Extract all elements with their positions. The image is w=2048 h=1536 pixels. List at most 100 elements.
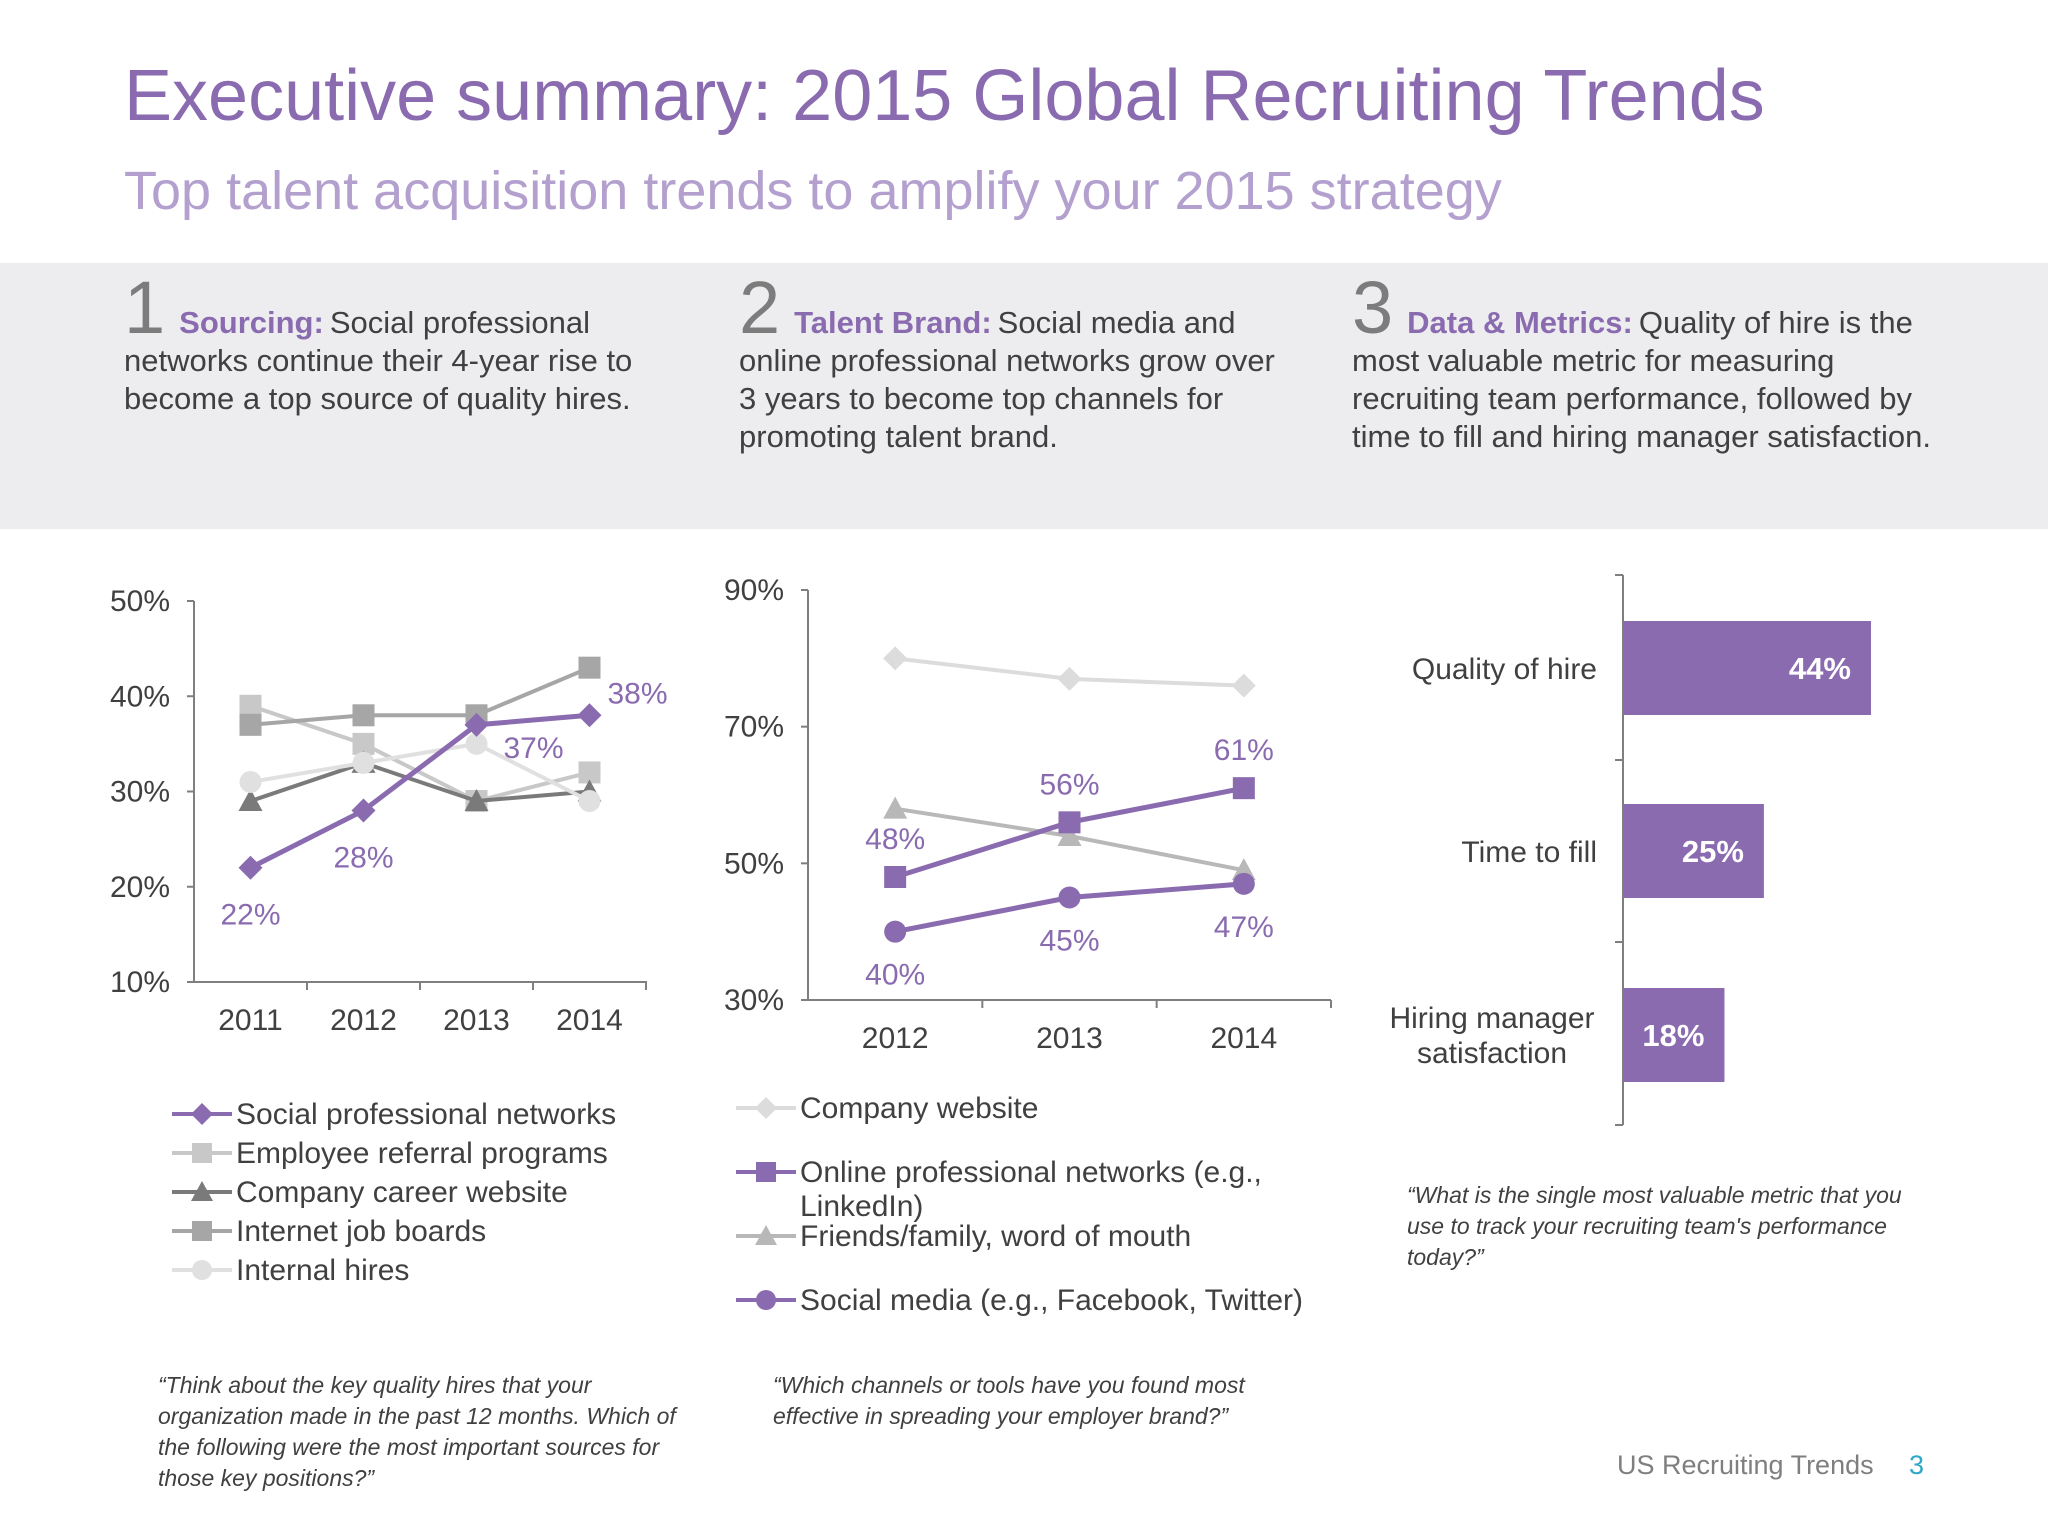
data-label: 38% — [607, 677, 667, 710]
legend-label: Online professional networks (e.g., Linke… — [800, 1156, 1262, 1223]
legend-marker — [755, 1097, 777, 1119]
legend-marker — [756, 1162, 776, 1182]
trend-number: 2 — [739, 266, 781, 349]
y-tick-label: 90% — [724, 574, 784, 607]
trend-1: 1 Sourcing: Social professional networks c… — [124, 271, 684, 418]
data-point — [352, 732, 375, 755]
bar-value-label: 44% — [1789, 651, 1851, 686]
data-point — [1057, 824, 1082, 846]
legend-label: Company career website — [236, 1176, 568, 1209]
footer-label: US Recruiting Trends — [1617, 1450, 1874, 1480]
data-point — [239, 694, 262, 717]
y-tick-label: 10% — [110, 966, 170, 999]
data-label: 56% — [1039, 768, 1099, 801]
y-tick-label: 20% — [110, 871, 170, 904]
data-point — [464, 789, 489, 812]
legend-marker — [192, 1221, 212, 1241]
series-line — [249, 712, 590, 870]
bar-category-label: Hiring manager satisfaction — [1389, 1002, 1594, 1070]
bar-category-label: Time to fill — [1461, 836, 1597, 869]
trend-heading: Talent Brand: — [794, 305, 992, 340]
data-label: 40% — [865, 959, 925, 992]
data-point — [578, 656, 601, 679]
data-label: 28% — [333, 842, 393, 875]
y-tick-label: 30% — [724, 984, 784, 1017]
x-tick-label: 2012 — [330, 1004, 397, 1037]
x-tick-label: 2013 — [443, 1004, 510, 1037]
y-tick-label: 70% — [724, 711, 784, 744]
data-point — [238, 789, 263, 812]
y-tick-label: 30% — [110, 776, 170, 809]
question-sourcing: “Think about the key quality hires that … — [158, 1372, 676, 1491]
data-point — [883, 796, 908, 819]
bar-value-label: 25% — [1682, 834, 1744, 869]
data-point — [577, 703, 602, 728]
page-number: 3 — [1909, 1450, 1925, 1480]
bar-value-label: 18% — [1642, 1018, 1704, 1053]
trend-text: Social professional networks continue th… — [124, 305, 633, 416]
data-point — [352, 751, 375, 774]
x-tick-label: 2012 — [862, 1022, 929, 1055]
data-point — [1058, 811, 1081, 834]
data-point — [1232, 872, 1255, 895]
trend-number: 1 — [124, 266, 166, 349]
data-point — [578, 790, 601, 813]
data-point — [883, 646, 908, 671]
data-point — [239, 713, 262, 736]
data-point — [578, 761, 601, 784]
trend-text: Quality of hire is the most valuable met… — [1352, 305, 1931, 454]
legend-label: Internet job boards — [236, 1215, 486, 1248]
legend-label: Employee referral programs — [236, 1137, 608, 1170]
data-point — [465, 732, 488, 755]
x-tick-label: 2014 — [556, 1004, 623, 1037]
legend-marker — [755, 1225, 777, 1245]
data-point — [464, 712, 489, 737]
question-metrics: “What is the single most valuable metric… — [1407, 1182, 1902, 1270]
series-line — [250, 741, 591, 803]
legend-label: Social professional networks — [236, 1098, 616, 1131]
trend-3: 3 Data & Metrics: Quality of hire is the m… — [1352, 271, 1932, 456]
data-label: 45% — [1039, 925, 1099, 958]
data-point — [239, 770, 262, 793]
data-label: 22% — [220, 899, 280, 932]
data-point — [1058, 886, 1081, 909]
y-tick-label: 40% — [110, 680, 170, 713]
bar — [1623, 804, 1764, 898]
data-label: 48% — [865, 823, 925, 856]
trend-text: Social media and online professional net… — [739, 305, 1275, 454]
y-tick-label: 50% — [110, 585, 170, 618]
data-point — [1231, 673, 1256, 698]
series-line — [249, 703, 590, 804]
x-tick-label: 2011 — [218, 1004, 283, 1037]
legend-marker — [756, 1290, 776, 1310]
series-line — [249, 760, 590, 804]
data-point — [352, 704, 375, 727]
data-point — [351, 798, 376, 823]
bar-category-label: Quality of hire — [1412, 653, 1597, 686]
legend-label: Internal hires — [236, 1254, 409, 1287]
legend-marker — [192, 1260, 212, 1280]
data-point — [884, 920, 907, 943]
series-line — [250, 665, 591, 727]
data-label: 37% — [503, 732, 563, 765]
data-label: 47% — [1214, 911, 1274, 944]
trends-band — [0, 263, 2048, 529]
legend-marker — [191, 1181, 213, 1201]
question-talent-brand: “Which channels or tools have you found … — [773, 1372, 1245, 1429]
legend-marker — [191, 1103, 213, 1125]
legend-label: Friends/family, word of mouth — [800, 1220, 1191, 1253]
legend-label: Social media (e.g., Facebook, Twitter) — [800, 1284, 1303, 1317]
trend-2: 2 Talent Brand: Social media and online pr… — [739, 271, 1299, 456]
legend-label: Company website — [800, 1092, 1038, 1125]
x-tick-label: 2014 — [1210, 1022, 1277, 1055]
trend-heading: Data & Metrics: — [1407, 305, 1633, 340]
data-point — [1232, 777, 1255, 800]
bar — [1623, 988, 1725, 1082]
data-point — [1057, 666, 1082, 691]
data-point — [238, 855, 263, 880]
page-title: Executive summary: 2015 Global Recruitin… — [124, 56, 1765, 136]
trend-number: 3 — [1352, 266, 1394, 349]
x-tick-label: 2013 — [1036, 1022, 1103, 1055]
bar — [1623, 621, 1871, 715]
